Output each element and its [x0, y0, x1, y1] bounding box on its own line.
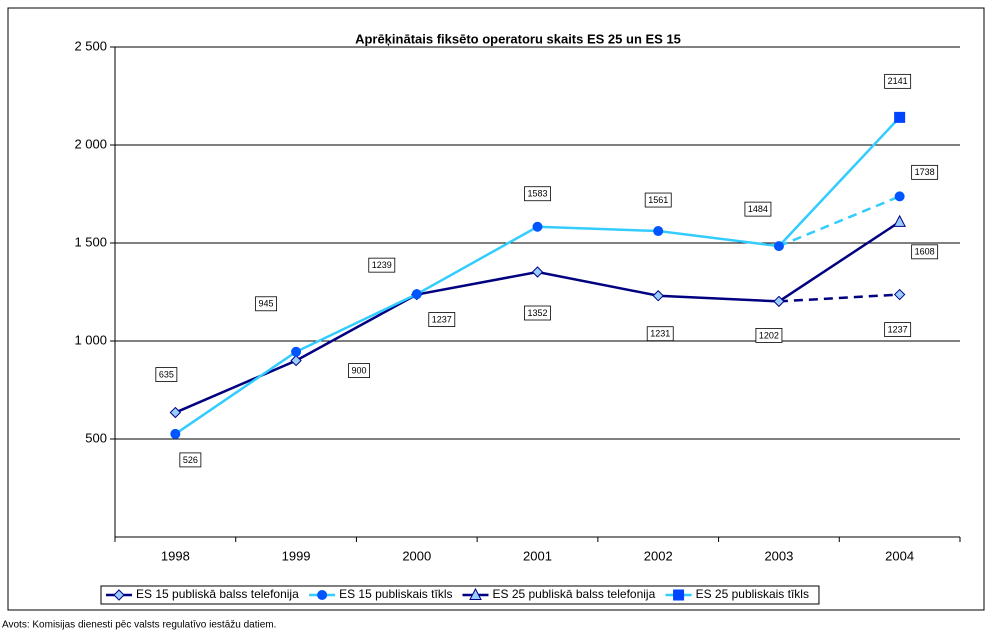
x-tick-label: 2001	[523, 548, 552, 563]
y-tick-label: 500	[85, 430, 107, 445]
data-label-box	[368, 257, 396, 273]
data-label-box	[755, 328, 783, 343]
marker	[531, 266, 544, 278]
marker	[532, 221, 543, 232]
series-line	[778, 293, 900, 303]
data-label-box	[179, 452, 202, 468]
source-note: Avots: Komisijas dienesti pēc valsts reg…	[2, 620, 276, 631]
legend-box	[100, 585, 820, 605]
x-tick-label: 2004	[885, 548, 914, 563]
marker	[652, 290, 664, 302]
data-label: 1352	[527, 308, 547, 318]
data-label: 526	[183, 455, 198, 465]
data-label-box	[644, 192, 672, 208]
legend-label: ES 15 publiskā balss telefonija	[136, 587, 299, 601]
data-label-box	[255, 296, 277, 312]
legend-label: ES 25 publiskais tīkls	[696, 587, 809, 601]
y-tick-label: 1 000	[74, 332, 107, 347]
marker	[893, 214, 906, 227]
marker	[894, 191, 905, 202]
data-label: 1484	[748, 204, 768, 214]
marker	[317, 590, 328, 600]
data-label-box	[911, 164, 939, 180]
series-line	[778, 220, 901, 303]
data-label: 1738	[915, 167, 935, 177]
marker	[894, 111, 906, 123]
data-label: 1561	[648, 195, 668, 205]
chart-title: Aprēķinātais fiksēto operatoru skaits ES…	[355, 31, 681, 46]
data-label: 1237	[888, 324, 908, 334]
data-label: 900	[352, 365, 367, 375]
data-label: 1583	[527, 189, 547, 199]
x-tick-label: 1998	[161, 548, 190, 563]
data-label-box	[884, 322, 912, 337]
marker	[290, 354, 302, 367]
data-label: 1608	[915, 247, 935, 257]
y-tick-label: 2 500	[74, 38, 107, 53]
marker	[469, 587, 482, 600]
data-label: 945	[259, 299, 274, 309]
chart-frame	[7, 7, 985, 611]
data-label-box	[646, 326, 674, 342]
y-tick-label: 1 500	[74, 234, 107, 249]
series-line	[778, 195, 901, 248]
marker	[170, 428, 181, 439]
marker	[653, 226, 664, 237]
data-label-box	[524, 305, 551, 321]
series-line	[778, 116, 901, 247]
x-tick-label: 2000	[402, 548, 431, 563]
series-line	[174, 270, 779, 414]
data-label: 1202	[759, 330, 779, 340]
marker	[673, 589, 685, 601]
marker	[411, 289, 422, 300]
x-tick-label: 2003	[764, 548, 793, 563]
marker	[113, 589, 125, 601]
data-label-box	[524, 186, 551, 202]
data-label: 1239	[372, 260, 392, 270]
legend-label: ES 15 publiskais tīkls	[339, 587, 452, 601]
data-label-box	[428, 312, 456, 327]
marker	[773, 295, 785, 308]
data-label: 1231	[650, 329, 670, 339]
data-label-box	[884, 73, 912, 89]
marker	[773, 241, 784, 252]
data-label: 635	[159, 369, 174, 379]
legend-label: ES 25 publiskā balss telefonija	[492, 587, 655, 601]
data-label: 1237	[432, 314, 452, 324]
marker	[169, 406, 182, 419]
marker	[291, 346, 302, 357]
data-label: 2141	[888, 76, 908, 86]
series-line	[174, 225, 780, 435]
data-label-box	[348, 363, 370, 379]
x-tick-label: 2002	[644, 548, 673, 563]
y-tick-label: 2 000	[74, 136, 107, 151]
x-tick-label: 1999	[282, 548, 311, 563]
data-label-box	[911, 244, 939, 260]
data-label-box	[155, 367, 178, 382]
data-label-box	[744, 201, 772, 217]
marker	[893, 288, 906, 301]
